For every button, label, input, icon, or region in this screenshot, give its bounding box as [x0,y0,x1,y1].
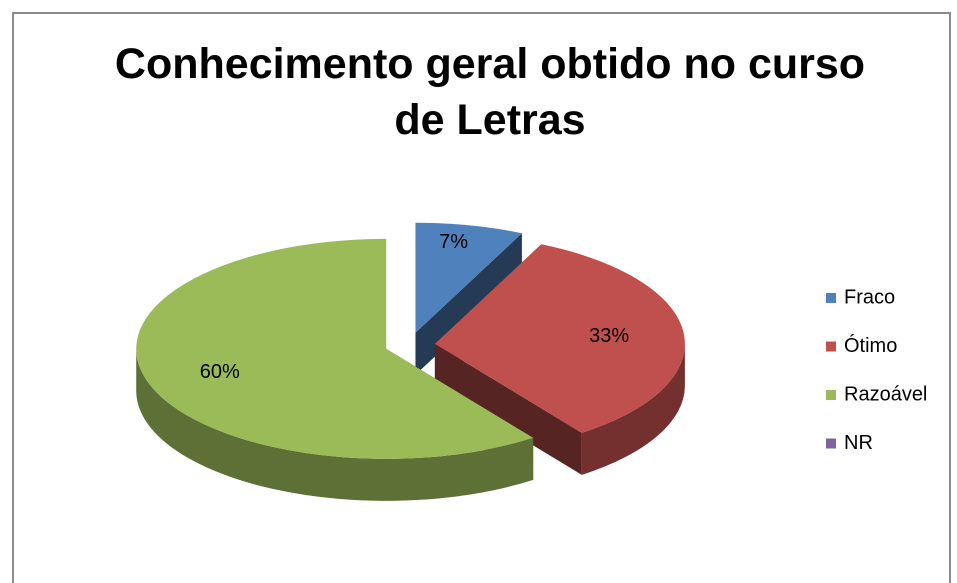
legend-label: Fraco [844,286,895,308]
pie-slice [434,244,685,475]
legend-swatch [826,390,836,400]
data-label: 60% [200,361,240,383]
data-label: 33% [589,325,629,347]
slice-side [581,343,685,475]
slice-cut-face [434,343,582,475]
legend-swatch [826,293,836,303]
chart-frame [12,12,951,583]
legend-swatch [826,438,836,449]
slice-top [415,222,522,333]
legend-label: NR [844,432,873,454]
slice-top [434,244,685,433]
slice-top [136,238,534,459]
data-label: 7% [439,231,468,253]
legend-label: Razoável [844,383,927,405]
legend-label: Ótimo [844,334,897,357]
legend-swatch [826,341,836,352]
pie-slice [136,238,534,501]
slice-side [136,348,534,501]
chart-title: Conhecimento geral obtido no curso de Le… [114,40,866,144]
